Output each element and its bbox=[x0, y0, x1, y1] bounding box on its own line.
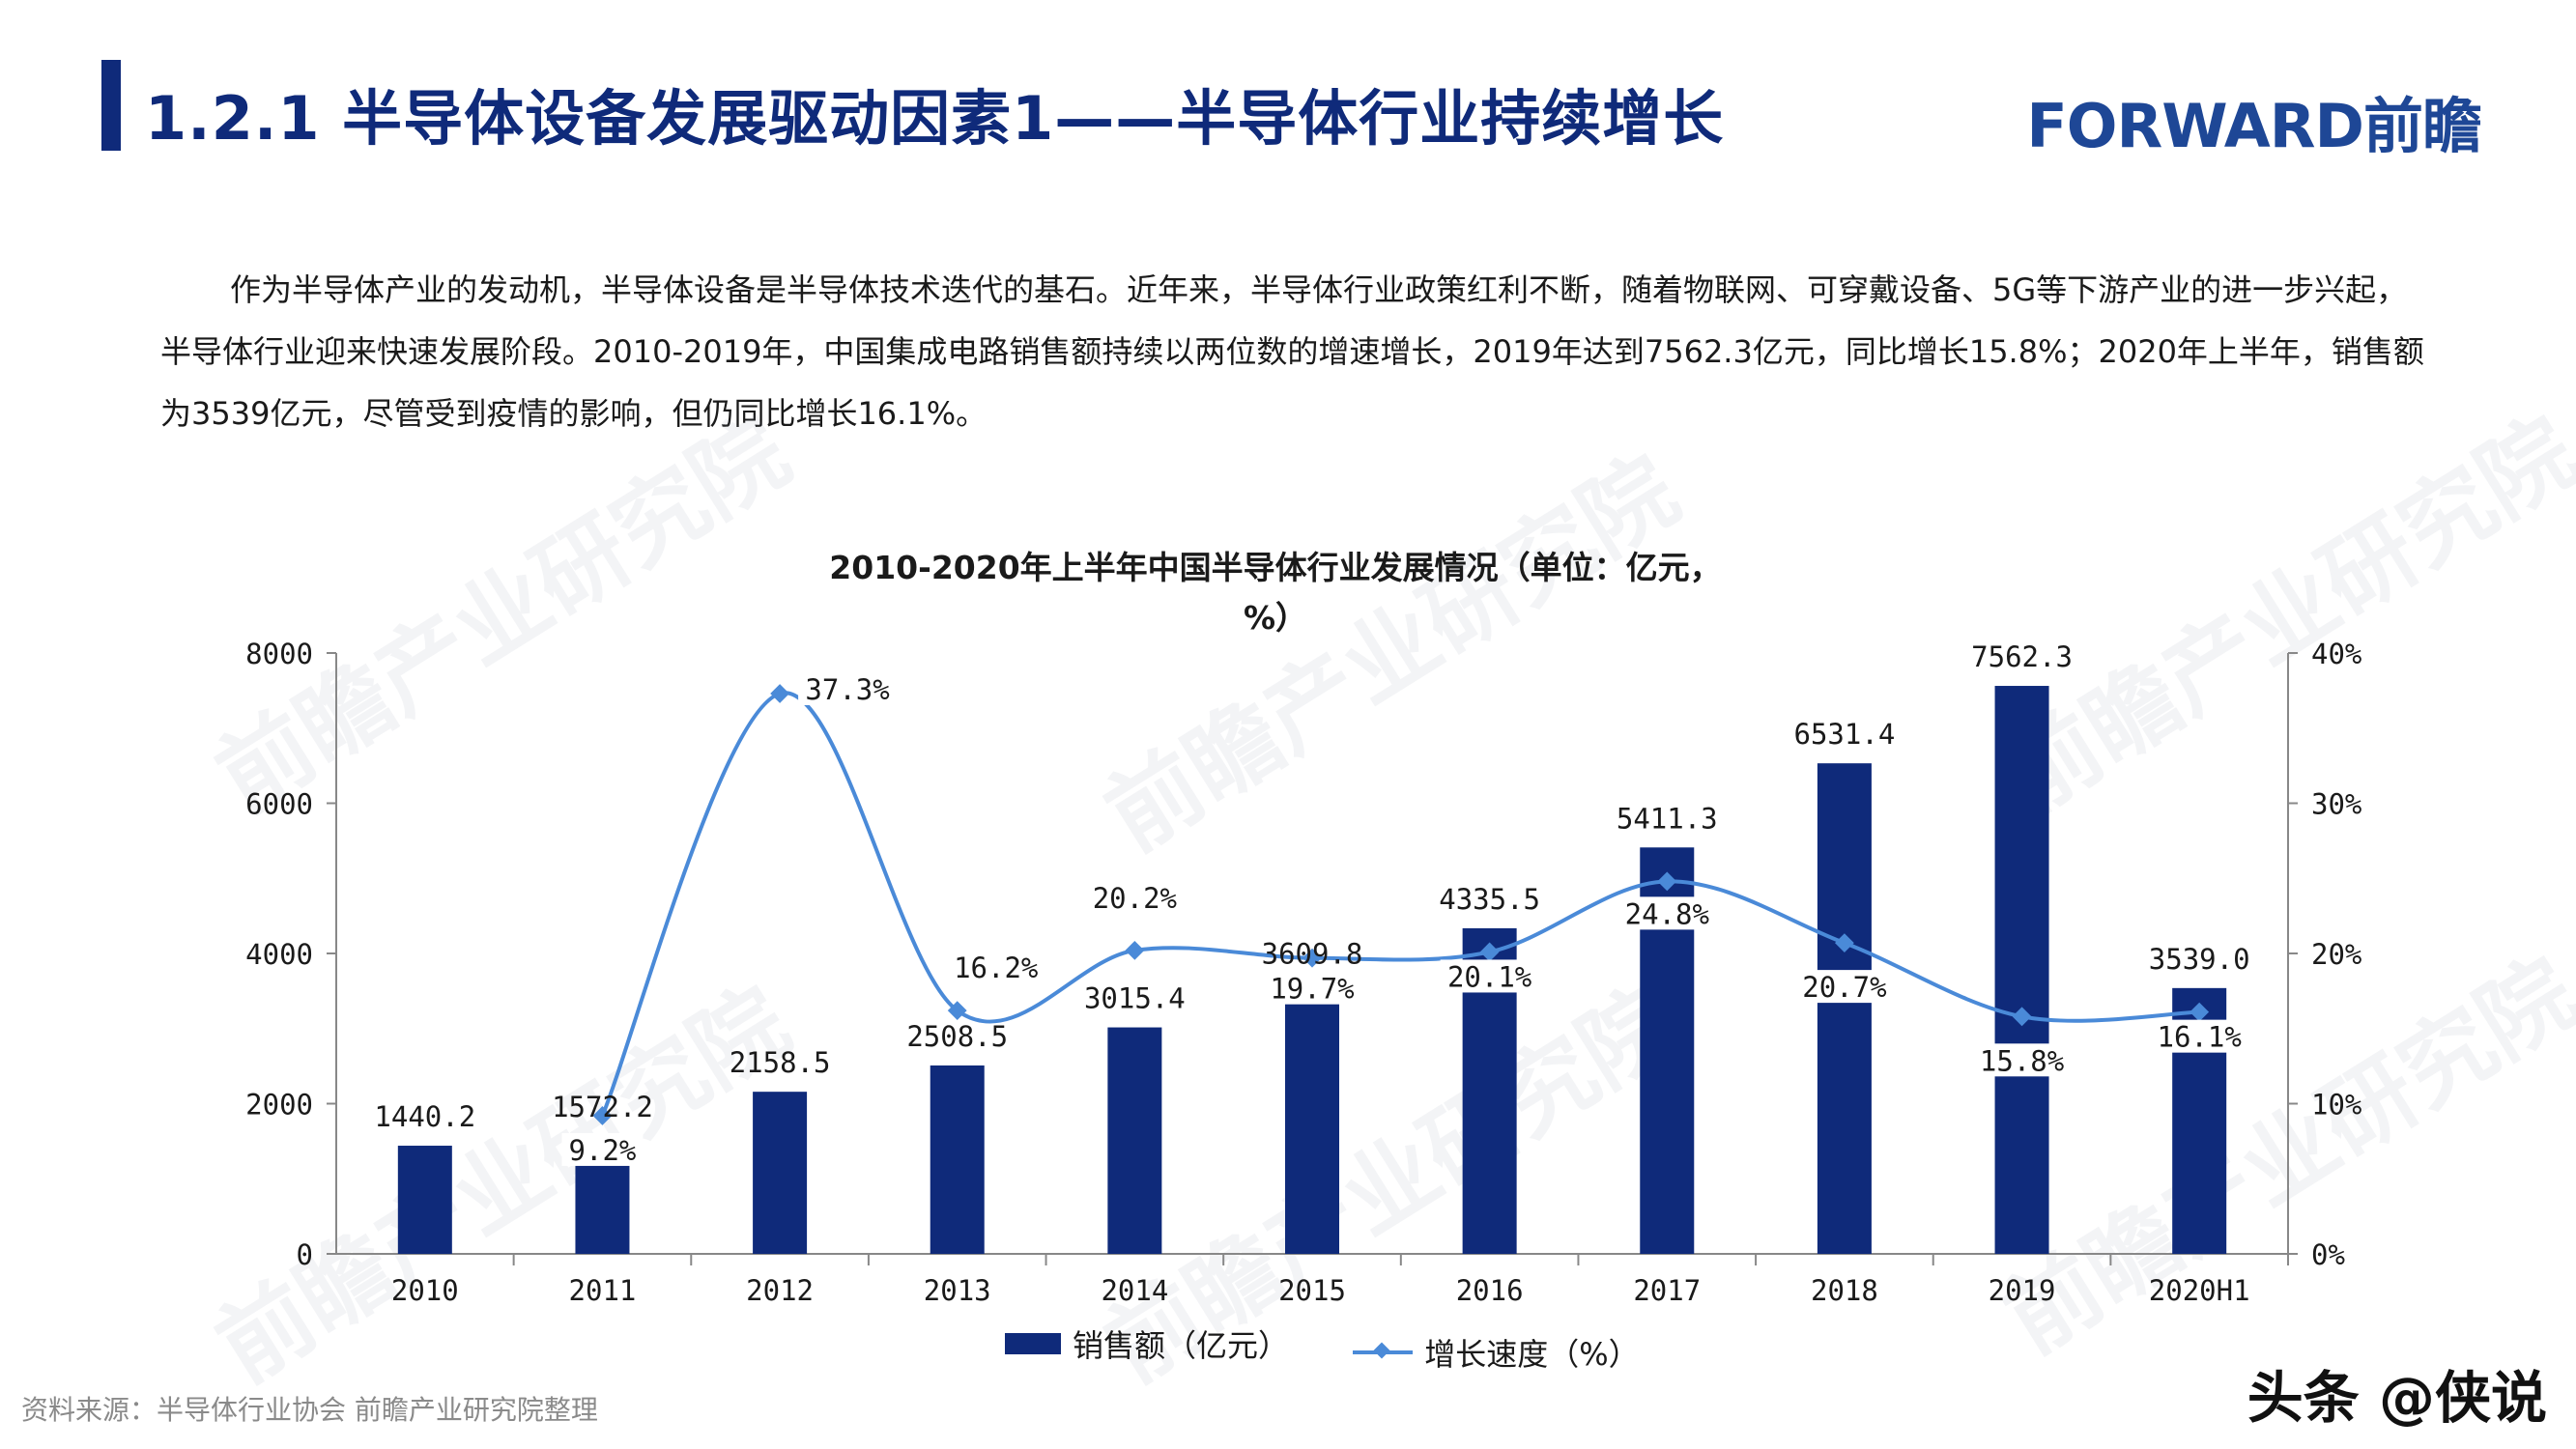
growth-label-bg bbox=[1617, 896, 1717, 930]
x-tick-label: 2020H1 bbox=[2149, 1274, 2250, 1307]
sales-bar bbox=[1107, 1027, 1162, 1254]
growth-data-label: 16.1% bbox=[2158, 1021, 2242, 1054]
growth-line bbox=[600, 691, 2200, 1117]
x-tick-label: 2013 bbox=[924, 1274, 991, 1307]
right-tick-label: 10% bbox=[2311, 1089, 2361, 1122]
sales-data-label: 3609.8 bbox=[1262, 937, 1363, 970]
growth-label-bg bbox=[798, 671, 898, 705]
right-tick-label: 30% bbox=[2311, 788, 2361, 821]
x-tick-label: 2018 bbox=[1811, 1274, 1878, 1307]
chart-legend: 销售额（亿元） 增长速度（%） bbox=[1005, 1321, 1694, 1375]
sales-data-label: 3539.0 bbox=[2149, 943, 2250, 976]
x-tick-label: 2015 bbox=[1278, 1274, 1346, 1307]
chart-title-line2: %） bbox=[1243, 599, 1308, 637]
growth-data-label: 20.7% bbox=[1802, 971, 1886, 1004]
growth-data-label: 24.8% bbox=[1625, 897, 1709, 930]
sales-data-label: 6531.4 bbox=[1794, 718, 1896, 751]
right-tick-label: 20% bbox=[2311, 938, 2361, 971]
x-tick-label: 2010 bbox=[391, 1274, 459, 1307]
page-title: 1.2.1 半导体设备发展驱动因素1——半导体行业持续增长 bbox=[145, 83, 1725, 154]
x-tick-label: 2016 bbox=[1456, 1274, 1524, 1307]
growth-marker bbox=[1479, 942, 1500, 962]
chart-title: 2010-2020年上半年中国半导体行业发展情况（单位：亿元， %） bbox=[792, 543, 1759, 643]
growth-marker bbox=[592, 1106, 613, 1125]
title-accent-bar bbox=[101, 60, 121, 151]
x-tick-label: 2017 bbox=[1633, 1274, 1701, 1307]
forward-logo: FORWARD前瞻 bbox=[2026, 91, 2482, 161]
legend-label-growth: 增长速度（%） bbox=[1424, 1336, 1640, 1373]
sales-bar bbox=[1285, 982, 1339, 1254]
sales-bar bbox=[1817, 763, 1872, 1254]
source-note: 资料来源：半导体行业协会 前瞻产业研究院整理 bbox=[21, 1394, 598, 1426]
sales-bar bbox=[930, 1065, 985, 1254]
sales-data-label: 4335.5 bbox=[1439, 883, 1540, 916]
growth-marker bbox=[1657, 871, 1677, 892]
legend-bar-swatch bbox=[1005, 1333, 1061, 1354]
sales-data-label: 1572.2 bbox=[552, 1091, 653, 1123]
left-tick-label: 8000 bbox=[245, 638, 313, 670]
sales-data-label: 2158.5 bbox=[730, 1046, 831, 1079]
growth-label-bg bbox=[1794, 970, 1894, 1004]
growth-label-bg bbox=[561, 1132, 644, 1166]
sales-bar bbox=[753, 1092, 808, 1254]
growth-data-label: 15.8% bbox=[1980, 1044, 2064, 1077]
toutiao-badge: 头条 @侠说 bbox=[2247, 1365, 2547, 1431]
right-tick-label: 0% bbox=[2311, 1238, 2345, 1271]
x-tick-label: 2019 bbox=[1989, 1274, 2056, 1307]
growth-label-bg bbox=[1440, 959, 1539, 993]
growth-label-bg bbox=[2150, 1019, 2249, 1053]
legend-item-sales: 销售额（亿元） bbox=[1005, 1321, 1289, 1366]
growth-marker bbox=[1835, 933, 1854, 953]
legend-label-sales: 销售额（亿元） bbox=[1073, 1327, 1290, 1364]
sales-data-label: 2508.5 bbox=[906, 1020, 1008, 1053]
sales-bar bbox=[1994, 686, 2049, 1254]
chart-title-line1: 2010-2020年上半年中国半导体行业发展情况（单位：亿元， bbox=[829, 549, 1722, 586]
growth-data-label: 20.2% bbox=[1093, 882, 1177, 915]
growth-label-bg bbox=[946, 951, 1045, 984]
left-tick-label: 2000 bbox=[245, 1089, 313, 1122]
legend-item-growth: 增长速度（%） bbox=[1353, 1330, 1640, 1375]
growth-marker bbox=[2012, 1007, 2032, 1027]
right-tick-label: 40% bbox=[2311, 638, 2361, 670]
left-tick-label: 6000 bbox=[245, 788, 313, 821]
sales-data-label: 1440.2 bbox=[374, 1100, 475, 1133]
growth-marker bbox=[2190, 1002, 2210, 1022]
sales-data-label: 7562.3 bbox=[1971, 640, 2073, 673]
x-tick-label: 2011 bbox=[569, 1274, 637, 1307]
growth-label-bg bbox=[1972, 1043, 2072, 1077]
growth-data-label: 37.3% bbox=[805, 673, 889, 706]
left-tick-label: 0 bbox=[297, 1238, 313, 1271]
sales-data-label: 3015.4 bbox=[1084, 982, 1186, 1015]
growth-data-label: 9.2% bbox=[569, 1134, 637, 1167]
growth-marker bbox=[1125, 940, 1145, 960]
legend-line-swatch bbox=[1353, 1350, 1414, 1354]
sales-bar bbox=[397, 1146, 452, 1254]
growth-label-bg bbox=[1263, 971, 1361, 1005]
left-tick-label: 4000 bbox=[245, 938, 313, 971]
growth-marker bbox=[770, 684, 789, 703]
growth-data-label: 19.7% bbox=[1270, 973, 1354, 1006]
growth-marker bbox=[1302, 948, 1322, 968]
growth-data-label: 16.2% bbox=[954, 952, 1038, 984]
growth-data-label: 20.1% bbox=[1447, 960, 1531, 993]
x-tick-label: 2014 bbox=[1101, 1274, 1168, 1307]
intro-paragraph: 作为半导体产业的发动机，半导体设备是半导体技术迭代的基石。近年来，半导体行业政策… bbox=[160, 271, 2424, 432]
x-tick-label: 2012 bbox=[746, 1274, 814, 1307]
growth-label-bg bbox=[1085, 880, 1185, 914]
sales-data-label: 5411.3 bbox=[1617, 802, 1718, 835]
growth-marker bbox=[947, 1001, 967, 1020]
